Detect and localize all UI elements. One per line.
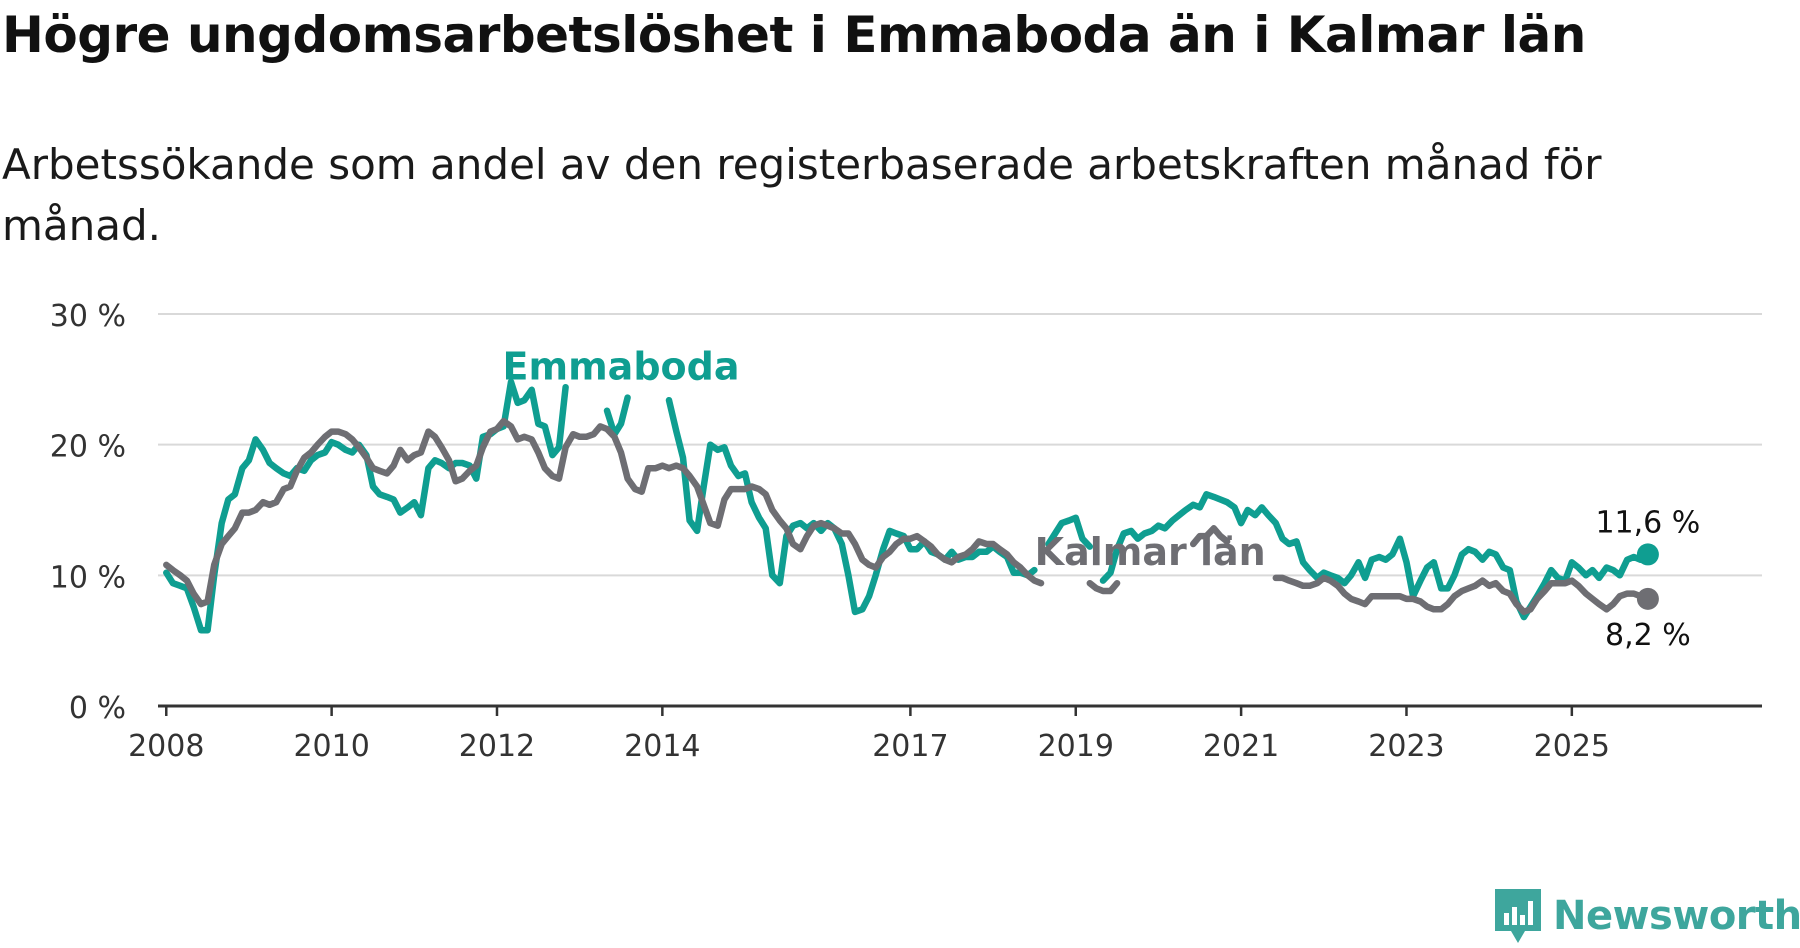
series-line-kalmar-lan-segment-6 — [1086, 579, 1121, 595]
series-line-emmaboda-segment-1 — [603, 394, 631, 438]
x-tick-label: 2014 — [624, 729, 700, 764]
x-tick-label: 2023 — [1368, 729, 1444, 764]
x-tick-label: 2008 — [128, 729, 204, 764]
end-point-marker-kalmar-lan — [1636, 587, 1659, 610]
x-tick-label: 2017 — [872, 729, 948, 764]
x-tick-label: 2025 — [1534, 729, 1610, 764]
x-tick-label: 2010 — [293, 729, 369, 764]
y-axis-tick-labels: 0 % 10 % 20 % 30 % — [50, 299, 126, 726]
series-line-kalmar-lan-segment-7 — [1189, 525, 1231, 548]
series-line-kalmar-lan-segment-8 — [1272, 574, 1652, 616]
newsworthy-brand-name: Newsworthy — [1553, 893, 1800, 939]
end-value-label-kalmar-lan: 8,2 % — [1605, 618, 1691, 653]
x-axis-tick-labels: 2008 2010 2012 2014 2017 2019 2021 2023 2025 — [128, 729, 1610, 764]
series-label-emmaboda: Emmaboda — [503, 344, 740, 388]
end-value-label-emmaboda: 11,6 % — [1595, 505, 1700, 540]
series-line-kalmar-lan-segment-5 — [163, 417, 1045, 608]
series-line-emmaboda-segment-3 — [1045, 514, 1094, 550]
x-tick-label: 2021 — [1203, 729, 1279, 764]
y-tick-label: 30 % — [50, 299, 126, 334]
x-tick-label: 2012 — [459, 729, 535, 764]
x-tick-label: 2019 — [1038, 729, 1114, 764]
y-tick-label: 20 % — [50, 430, 126, 465]
chart-subtitle: Arbetssökande som andel av den registerb… — [2, 140, 1602, 250]
gridlines — [158, 313, 1762, 577]
chart-title: Högre ungdomsarbetslöshet i Emmaboda än … — [2, 6, 1586, 64]
x-axis — [158, 704, 1762, 716]
series-line-emmaboda-segment-4 — [1099, 491, 1652, 621]
y-tick-label: 0 % — [69, 691, 126, 726]
end-point-markers: 11,6 % 8,2 % — [1595, 505, 1700, 652]
series-line-emmaboda-segment-2 — [665, 396, 1038, 616]
end-point-marker-emmaboda — [1636, 543, 1659, 566]
newsworthy-logo-icon — [1495, 889, 1541, 943]
series-label-kalmar-lan: Kalmar län — [1035, 530, 1266, 574]
newsworthy-brand[interactable]: Newsworthy — [1493, 887, 1800, 945]
series-lines — [163, 378, 1652, 634]
series-labels: Emmaboda Kalmar län — [503, 344, 1266, 574]
y-tick-label: 10 % — [50, 560, 126, 595]
